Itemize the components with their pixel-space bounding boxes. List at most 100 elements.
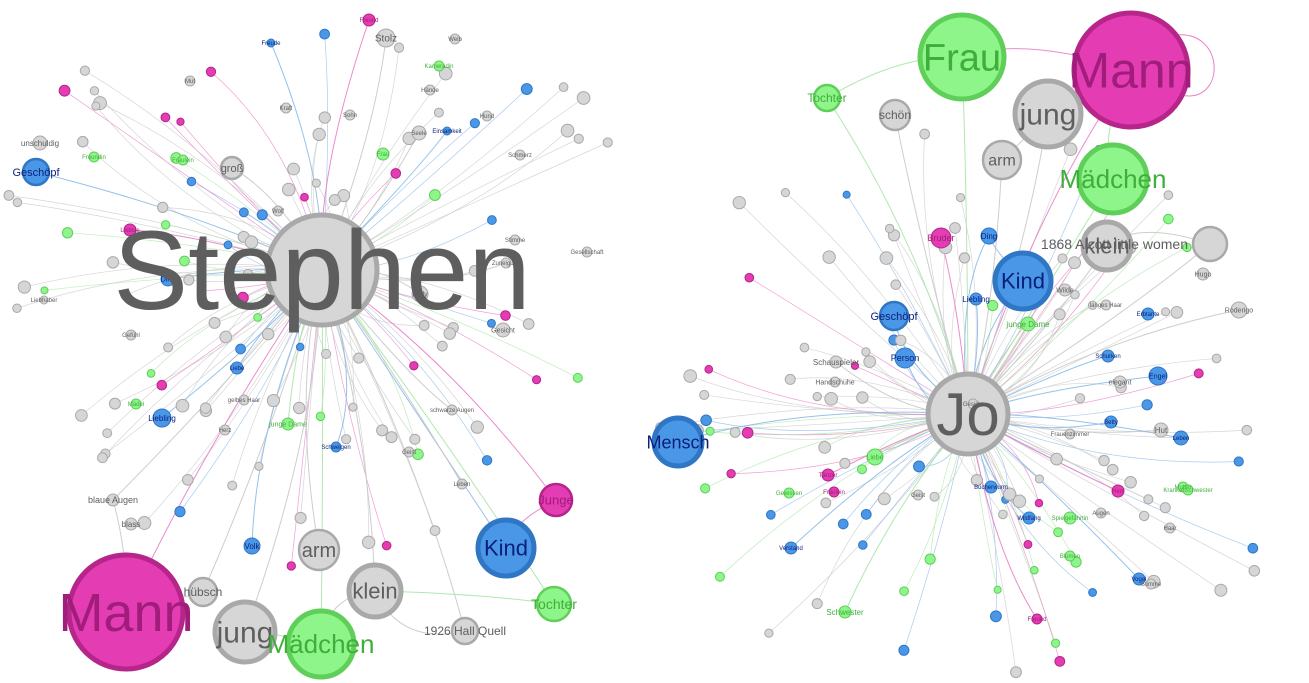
right-node-circle[interactable] — [1064, 550, 1076, 562]
left-node-circle[interactable] — [243, 537, 261, 555]
right-node-circle[interactable] — [1173, 430, 1189, 446]
right-node-circle[interactable] — [838, 605, 852, 619]
right-node-spielgefährtin[interactable] — [1063, 511, 1077, 525]
left-node-circle[interactable] — [212, 599, 278, 665]
right-node-herr[interactable] — [1111, 484, 1125, 498]
right-node-circle[interactable] — [1141, 307, 1155, 321]
left-node-herz[interactable] — [219, 424, 231, 436]
left-node-circle[interactable] — [376, 28, 396, 48]
left-node-stimme[interactable] — [509, 234, 521, 246]
right-node-blumen[interactable] — [1064, 550, 1076, 562]
right-node-circle[interactable] — [821, 468, 835, 482]
right-node-bücherwurm[interactable] — [984, 480, 998, 494]
left-node-junge-dame[interactable] — [281, 417, 295, 431]
right-node-circle[interactable] — [1164, 522, 1176, 534]
right-node-frauenzimmer[interactable] — [1064, 428, 1076, 440]
right-node-hut[interactable] — [1153, 422, 1169, 438]
left-node-circle[interactable] — [66, 552, 186, 672]
right-node-circle[interactable] — [1182, 484, 1194, 496]
right-node-circle[interactable] — [1031, 613, 1043, 625]
left-node-circle[interactable] — [187, 576, 219, 608]
left-node-mann[interactable] — [66, 552, 186, 672]
right-node-circle[interactable] — [828, 486, 840, 498]
right-node-haar[interactable] — [1164, 522, 1176, 534]
left-node-circle[interactable] — [495, 322, 511, 338]
right-node-circle[interactable] — [981, 139, 1023, 181]
right-node-circle[interactable] — [967, 398, 979, 410]
left-node-sohn[interactable] — [344, 109, 356, 121]
left-node-freude[interactable] — [266, 38, 276, 48]
left-node-mut[interactable] — [184, 75, 196, 87]
left-node-leben[interactable] — [456, 478, 468, 490]
left-node-circle[interactable] — [475, 517, 537, 579]
left-node-junge[interactable] — [538, 482, 574, 518]
left-node-lady[interactable] — [411, 285, 429, 303]
left-node-circle[interactable] — [32, 135, 48, 151]
right-node-circle[interactable] — [783, 487, 795, 499]
left-node-circle[interactable] — [285, 608, 357, 680]
left-node-circle[interactable] — [376, 147, 390, 161]
left-node-stephen[interactable] — [264, 212, 380, 328]
right-node-arm[interactable] — [981, 139, 1023, 181]
right-node-circle[interactable] — [917, 12, 1007, 102]
left-node-einsamkeit[interactable] — [442, 126, 452, 136]
left-node-hände[interactable] — [424, 84, 436, 96]
right-node-ding[interactable] — [980, 227, 998, 245]
right-node-klein[interactable] — [1080, 219, 1134, 273]
left-node-circle[interactable] — [297, 528, 341, 572]
right-node-schauspieler[interactable] — [829, 355, 843, 369]
left-node-circle[interactable] — [272, 205, 284, 217]
left-node-circle[interactable] — [238, 394, 250, 406]
left-node-blass[interactable] — [124, 517, 138, 531]
right-node-jo[interactable] — [925, 371, 1011, 457]
left-node-liebling[interactable] — [152, 408, 172, 428]
left-node-tochter[interactable] — [535, 585, 573, 623]
right-node-circle[interactable] — [1230, 301, 1248, 319]
right-node-wildfang[interactable] — [1022, 511, 1036, 525]
right-node-circle[interactable] — [812, 83, 842, 113]
right-node-mensch[interactable] — [651, 415, 705, 469]
left-node-circle[interactable] — [538, 482, 574, 518]
right-node-liebe[interactable] — [866, 448, 884, 466]
right-node-engel[interactable] — [1148, 366, 1168, 386]
right-node-mann[interactable] — [1071, 10, 1191, 130]
left-node-gesellschaft[interactable] — [581, 246, 593, 258]
right-node-circle[interactable] — [1080, 219, 1134, 273]
left-node-volk[interactable] — [243, 537, 261, 555]
right-node-circle[interactable] — [984, 480, 998, 494]
left-node-mädchen[interactable] — [285, 608, 357, 680]
right-node-gesicht[interactable] — [967, 398, 979, 410]
left-node-gelbes-haar[interactable] — [238, 394, 250, 406]
right-node-circle[interactable] — [1104, 415, 1118, 429]
left-node-circle[interactable] — [125, 329, 137, 341]
right-node-circle[interactable] — [1113, 375, 1127, 389]
left-node-circle[interactable] — [446, 404, 458, 416]
right-node-jung[interactable] — [1012, 78, 1084, 150]
right-node-circle[interactable] — [1153, 422, 1169, 438]
right-node-circle[interactable] — [1132, 572, 1146, 586]
right-node-circle[interactable] — [1012, 78, 1084, 150]
right-node-circle[interactable] — [1101, 349, 1115, 363]
left-node-circle[interactable] — [152, 408, 172, 428]
right-node-bruder[interactable] — [930, 227, 952, 249]
left-node-circle[interactable] — [450, 616, 480, 646]
left-node-fräulein[interactable] — [177, 154, 189, 166]
right-node-verstand[interactable] — [784, 541, 798, 555]
left-node-circle[interactable] — [280, 102, 292, 114]
right-node-circle[interactable] — [878, 300, 910, 332]
right-node-circle[interactable] — [1100, 299, 1112, 311]
left-node-schmerz[interactable] — [514, 149, 526, 161]
left-node-circle[interactable] — [433, 60, 445, 72]
left-node-stolz[interactable] — [376, 28, 396, 48]
right-node-fräulein[interactable] — [828, 486, 840, 498]
left-node-unschuldig[interactable] — [32, 135, 48, 151]
right-node-freund[interactable] — [1031, 613, 1043, 625]
left-node-seele[interactable] — [411, 125, 427, 141]
right-node-erbtante[interactable] — [1141, 307, 1155, 321]
right-node-circle[interactable] — [1148, 366, 1168, 386]
right-node-circle[interactable] — [969, 292, 983, 306]
right-node-mädchen[interactable] — [1076, 142, 1150, 216]
right-node-circle[interactable] — [1145, 578, 1157, 590]
left-node-liebe[interactable] — [230, 361, 244, 375]
right-node-circle[interactable] — [912, 489, 924, 501]
